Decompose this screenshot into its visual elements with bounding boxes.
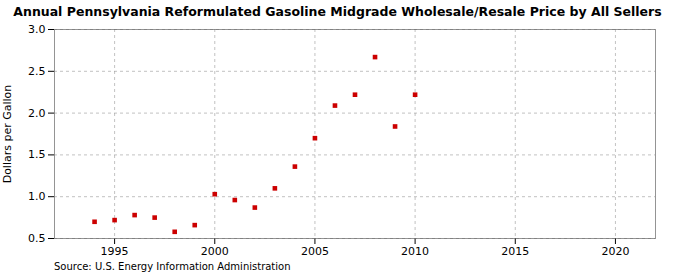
svg-text:0.5: 0.5: [28, 232, 46, 245]
svg-text:1.5: 1.5: [28, 148, 46, 161]
svg-text:2015: 2015: [501, 245, 529, 258]
svg-text:2000: 2000: [201, 245, 229, 258]
html-text:Annual Pennsylvania Reformulat: Annual Pennsylvania Reformulated Gasolin…: [13, 4, 662, 19]
svg-text:1995: 1995: [101, 245, 129, 258]
svg-text:2.5: 2.5: [28, 65, 46, 78]
svg-text:3.0: 3.0: [28, 23, 46, 36]
svg-text:1.0: 1.0: [28, 190, 46, 203]
html-text:Source: U.S. Energy Informatio: Source: U.S. Energy Information Administ…: [54, 261, 291, 272]
svg-text:2010: 2010: [401, 245, 429, 258]
svg-text:2.0: 2.0: [28, 107, 46, 120]
svg-text:Dollars per Gallon: Dollars per Gallon: [1, 85, 14, 184]
svg-text:2020: 2020: [601, 245, 629, 258]
svg-text:2005: 2005: [301, 245, 329, 258]
